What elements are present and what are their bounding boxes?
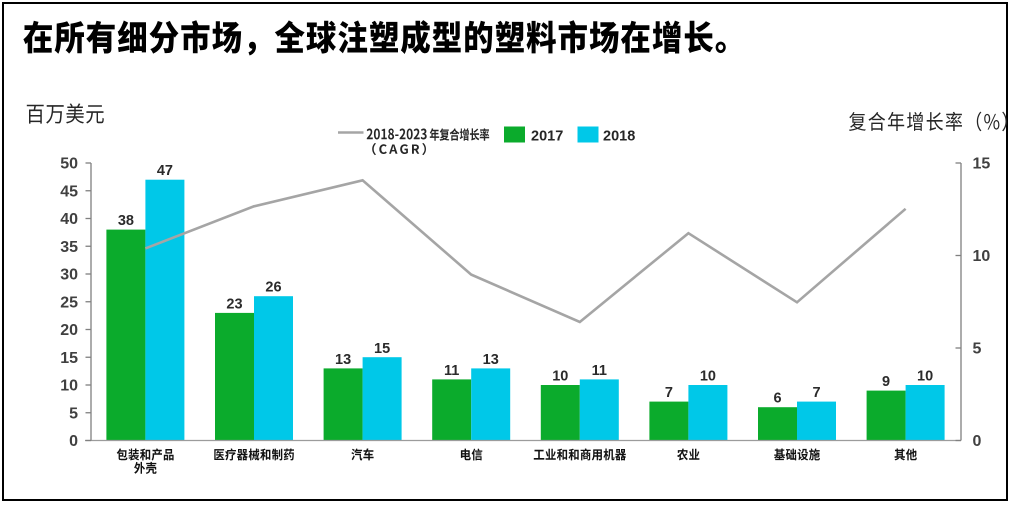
svg-text:10: 10 (700, 369, 716, 385)
svg-text:15: 15 (60, 350, 78, 367)
svg-text:5: 5 (973, 341, 982, 358)
svg-text:10: 10 (60, 378, 78, 395)
svg-text:10: 10 (552, 369, 568, 385)
svg-text:15: 15 (374, 341, 390, 357)
svg-text:40: 40 (60, 211, 78, 228)
svg-text:50: 50 (60, 156, 78, 173)
svg-text:0: 0 (69, 433, 78, 450)
svg-text:45: 45 (60, 183, 78, 200)
svg-text:13: 13 (483, 352, 499, 368)
svg-text:38: 38 (118, 213, 134, 229)
svg-text:2018: 2018 (603, 129, 635, 145)
svg-text:6: 6 (773, 391, 781, 407)
svg-text:26: 26 (265, 280, 281, 296)
svg-text:13: 13 (335, 352, 351, 368)
svg-text:47: 47 (157, 163, 173, 179)
svg-text:11: 11 (444, 363, 459, 379)
svg-text:5: 5 (69, 405, 78, 422)
svg-text:23: 23 (226, 296, 242, 312)
svg-text:25: 25 (60, 294, 78, 311)
svg-text:0: 0 (973, 433, 982, 450)
svg-text:2017: 2017 (531, 129, 563, 145)
svg-text:7: 7 (665, 385, 673, 401)
svg-text:10: 10 (973, 248, 991, 265)
svg-text:10: 10 (917, 369, 933, 385)
svg-text:30: 30 (60, 267, 78, 284)
svg-text:11: 11 (592, 363, 607, 379)
svg-text:20: 20 (60, 322, 78, 339)
svg-text:35: 35 (60, 239, 78, 256)
svg-text:9: 9 (882, 374, 890, 390)
svg-text:7: 7 (812, 385, 820, 401)
svg-text:15: 15 (973, 156, 991, 173)
